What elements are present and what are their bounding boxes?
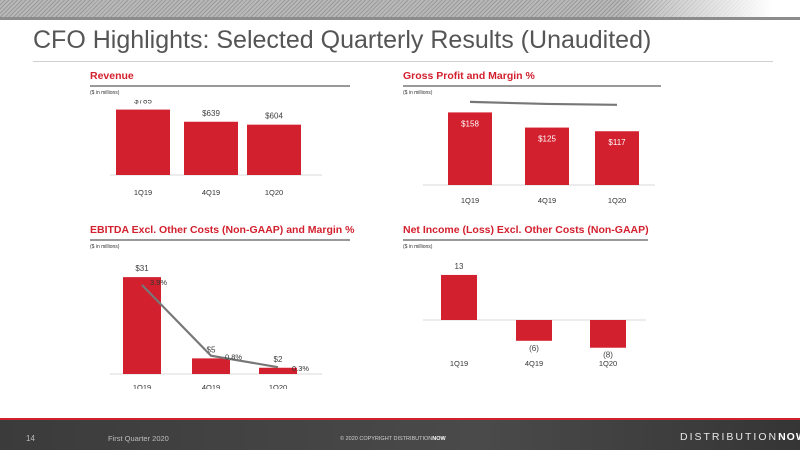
tick-label: 4Q19	[538, 196, 556, 205]
data-label: $604	[265, 112, 283, 121]
data-label: $5	[207, 345, 216, 354]
margin-line	[141, 284, 279, 369]
unit-note: ($ in millions)	[90, 244, 120, 250]
tick-label: 1Q19	[450, 359, 468, 368]
tick-label: 4Q19	[202, 383, 220, 389]
revenue-chart: $785 1Q19 $639 4Q19 $604 1Q20	[110, 100, 322, 197]
unit-note: ($ in millions)	[403, 244, 433, 250]
net-income-panel: Net Income (Loss) Excl. Other Costs (Non…	[403, 224, 663, 374]
tick-label: 1Q20	[608, 196, 626, 205]
logo-distribution: DISTRIBUTION	[680, 431, 779, 443]
bar-4q19	[192, 358, 230, 374]
tick-label: 1Q20	[269, 383, 287, 389]
ebitda-chart: $31 1Q19 $5 4Q19 $2 1Q20 3.9% 0.8% 0.3%	[110, 264, 322, 389]
margin-label: 0.8%	[225, 353, 242, 362]
tick-label: 1Q20	[265, 188, 283, 197]
bar-1q20	[590, 320, 626, 348]
tick-label: 1Q19	[461, 196, 479, 205]
data-label: $785	[134, 100, 152, 106]
bar-1q19	[123, 277, 161, 374]
footer-copyright: © 2020 COPYRIGHT DISTRIBUTIONNOW	[340, 436, 446, 442]
bar-1q19	[116, 109, 170, 175]
panel-title: Gross Profit and Margin %	[403, 70, 535, 82]
bar-1q20	[247, 124, 301, 175]
gross-profit-panel: Gross Profit and Margin % ($ in millions…	[403, 70, 663, 210]
copyright-brand: NOW	[432, 436, 446, 442]
logo-now: NOW	[778, 431, 800, 443]
bar-4q19	[184, 121, 238, 175]
distribution-now-logo: DISTRIBUTIONNOW	[680, 431, 800, 443]
margin-line	[469, 100, 618, 106]
slide-title: CFO Highlights: Selected Quarterly Resul…	[33, 26, 652, 54]
data-label: (8)	[603, 351, 613, 360]
ebitda-panel: EBITDA Excl. Other Costs (Non-GAAP) and …	[90, 224, 380, 394]
copyright-prefix: © 2020 COPYRIGHT DISTRIBUTION	[340, 436, 433, 442]
panel-title-rule	[90, 239, 350, 241]
data-label: 13	[455, 262, 464, 271]
title-divider	[33, 61, 773, 62]
bar-1q20	[595, 131, 639, 185]
tick-label: 1Q19	[133, 383, 151, 389]
unit-note: ($ in millions)	[403, 90, 433, 96]
tick-label: 4Q19	[525, 359, 543, 368]
panel-title-rule	[90, 85, 350, 87]
footer-quarter: First Quarter 2020	[108, 434, 169, 443]
net-income-chart: 13 1Q19 (6) 4Q19 (8)1Q20	[423, 262, 646, 368]
bar-4q19	[516, 320, 552, 341]
data-label: $125	[538, 135, 556, 144]
panel-title-rule	[403, 239, 648, 241]
panel-title: EBITDA Excl. Other Costs (Non-GAAP) and …	[90, 224, 355, 236]
data-label: $117	[608, 138, 626, 147]
unit-note: ($ in millions)	[90, 90, 120, 96]
data-label: $639	[202, 109, 220, 118]
data-label: $2	[274, 355, 283, 364]
bar-1q19	[448, 112, 492, 185]
panel-title: Revenue	[90, 70, 134, 82]
bar-1q19	[441, 274, 477, 320]
tick-label: 4Q19	[202, 188, 220, 197]
tick-label: 1Q19	[134, 188, 152, 197]
bar-4q19	[525, 127, 569, 185]
tick-label: 1Q20	[599, 359, 617, 368]
panel-title: Net Income (Loss) Excl. Other Costs (Non…	[403, 224, 649, 236]
footer-bar	[0, 420, 800, 450]
revenue-panel: Revenue ($ in millions) $785 1Q19 $639 4Q19…	[90, 70, 350, 200]
bar-1q20	[259, 367, 297, 374]
panel-title-rule	[403, 85, 661, 87]
margin-label: 0.3%	[292, 364, 309, 373]
page-number: 14	[26, 434, 35, 443]
footer-accent-line	[0, 418, 800, 420]
data-label: $158	[461, 119, 479, 128]
top-decorative-stripe	[0, 0, 800, 20]
margin-label: 3.9%	[150, 278, 167, 287]
data-label: $31	[135, 264, 149, 273]
data-label: (6)	[529, 344, 539, 353]
